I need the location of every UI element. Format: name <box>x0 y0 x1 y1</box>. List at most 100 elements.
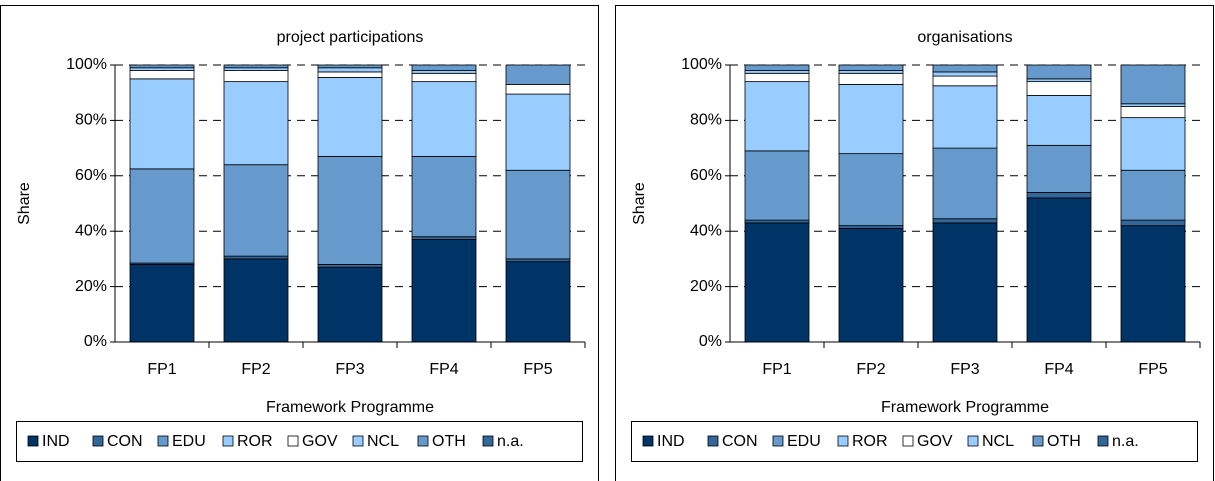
bar-segment <box>223 67 289 71</box>
legend-swatch <box>482 435 494 447</box>
bar-segment <box>411 239 477 343</box>
bar-segment <box>932 85 998 149</box>
bar-segment <box>1120 103 1186 107</box>
bar-segment <box>411 64 477 71</box>
panel-border <box>0 5 599 481</box>
x-axis-title: Framework Programme <box>266 399 434 416</box>
bar-segment <box>317 264 383 268</box>
legend-swatch <box>222 435 234 447</box>
bar-segment <box>932 222 998 343</box>
bar-segment <box>838 225 904 229</box>
bar-segment <box>411 156 477 238</box>
bar-segment <box>838 64 904 71</box>
bar-segment <box>411 81 477 157</box>
legend-swatch <box>27 435 39 447</box>
bar-segment <box>838 153 904 227</box>
bar-segment <box>744 72 810 83</box>
x-axis-title: Framework Programme <box>881 399 1049 416</box>
y-tick-label: 100% <box>681 56 722 73</box>
bar-segment <box>1026 64 1092 80</box>
bar-segment <box>411 236 477 240</box>
bar-segment <box>838 70 904 74</box>
legend-swatch <box>902 435 914 447</box>
bar-segment <box>932 75 998 87</box>
bar-segment <box>411 70 477 74</box>
y-tick-label: 100% <box>66 56 107 73</box>
legend-label: ROR <box>237 433 273 450</box>
legend-swatch <box>772 435 784 447</box>
y-tick-label: 0% <box>84 333 107 350</box>
bar-segment <box>505 64 571 85</box>
bar-segment <box>505 169 571 260</box>
y-tick-label: 40% <box>690 222 722 239</box>
y-tick-label: 20% <box>690 278 722 295</box>
y-tick-label: 0% <box>699 333 722 350</box>
bar-segment <box>223 70 289 83</box>
legend-label: n.a. <box>1112 433 1139 450</box>
bar-segment <box>932 218 998 224</box>
bar-segment <box>129 78 195 170</box>
legend-label: OTH <box>432 433 466 450</box>
panel-border <box>615 5 1214 481</box>
chart-title: project participations <box>277 29 424 46</box>
legend-swatch <box>707 435 719 447</box>
bar-segment <box>1120 169 1186 221</box>
y-axis-title: Share <box>16 182 33 225</box>
bar-segment <box>223 81 289 166</box>
x-tick-label: FP2 <box>856 361 885 378</box>
bar-segment <box>744 64 810 71</box>
bar-segment <box>1026 95 1092 146</box>
bar-segment <box>223 64 289 69</box>
legend-label: IND <box>42 433 70 450</box>
bar-segment <box>505 258 571 263</box>
bar-segment <box>411 72 477 83</box>
y-tick-label: 60% <box>75 167 107 184</box>
y-axis-title: Share <box>631 182 648 225</box>
bar-segment <box>1120 117 1186 171</box>
legend-swatch <box>157 435 169 447</box>
y-tick-label: 80% <box>690 112 722 129</box>
bar-segment <box>505 93 571 171</box>
bar-segment <box>838 72 904 85</box>
legend-swatch <box>1097 435 1109 447</box>
bar-segment <box>317 266 383 343</box>
legend-swatch <box>352 435 364 447</box>
bar-segment <box>1120 64 1186 105</box>
bar-segment <box>129 264 195 343</box>
chart-title: organisations <box>917 29 1012 46</box>
x-tick-label: FP3 <box>950 361 979 378</box>
bar-segment <box>223 255 289 260</box>
x-tick-label: FP1 <box>147 361 176 378</box>
legend-swatch <box>417 435 429 447</box>
x-tick-label: FP2 <box>241 361 270 378</box>
legend-label: EDU <box>172 433 206 450</box>
legend-swatch <box>967 435 979 447</box>
x-tick-label: FP3 <box>335 361 364 378</box>
bar-segment <box>1026 197 1092 343</box>
legend-label: n.a. <box>497 433 524 450</box>
bar-segment <box>1026 81 1092 96</box>
legend-label: EDU <box>787 433 821 450</box>
bar-segment <box>129 67 195 71</box>
bar-segment <box>744 70 810 74</box>
legend-box <box>631 421 1198 462</box>
legend-box <box>16 421 583 462</box>
y-tick-label: 20% <box>75 278 107 295</box>
x-tick-label: FP4 <box>429 361 458 378</box>
bar-segment <box>838 83 904 155</box>
legend-label: NCL <box>367 433 399 450</box>
bar-segment <box>505 261 571 343</box>
bar-segment <box>744 222 810 343</box>
bar-segment <box>932 64 998 73</box>
bar-segment <box>744 219 810 224</box>
bar-segment <box>317 67 383 73</box>
bar-segment <box>932 71 998 77</box>
legend-label: CON <box>722 433 758 450</box>
legend-swatch <box>92 435 104 447</box>
legend-label: GOV <box>302 433 338 450</box>
legend-swatch <box>287 435 299 447</box>
bar-segment <box>317 64 383 69</box>
bar-segment <box>744 81 810 152</box>
bar-segment <box>1120 225 1186 343</box>
